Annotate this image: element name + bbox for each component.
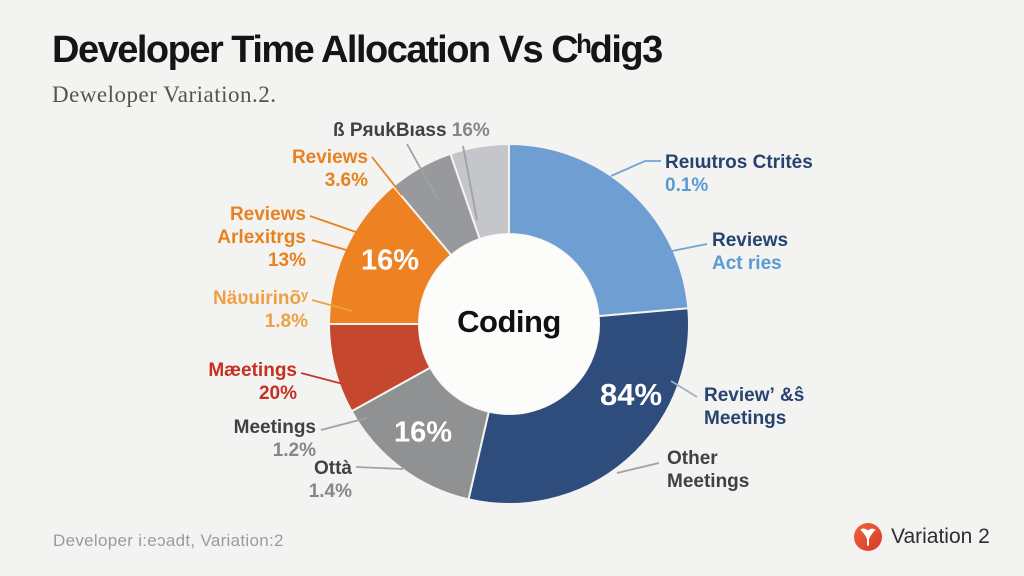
callout-line: 3.6% [208, 169, 368, 192]
leader-line-otta [355, 466, 404, 470]
leader-line-reviews-arlexitrgs [309, 215, 357, 233]
callout-line: Meetings [704, 407, 884, 430]
callout-line: Mæetings [137, 359, 297, 382]
leader-line-reviews-arlexitrgs [311, 239, 361, 255]
callout-text: 1.2% [272, 440, 316, 461]
leader-line-pukblass [462, 145, 478, 221]
callout-text: 20% [258, 383, 297, 404]
callout-line: Meetings [156, 416, 316, 439]
leader-line-pukblass [406, 143, 438, 199]
leader-line-reviews-36 [371, 156, 403, 196]
callout-line: Other [667, 447, 827, 470]
callout-text: 3.6% [324, 170, 368, 191]
callout-text: 13% [267, 250, 306, 271]
callout-text: Ottà [314, 458, 352, 479]
callout-text: Act ries [712, 253, 782, 274]
callout-line: Näʋuirinõʸ [148, 287, 308, 310]
callout-text: Reviewʼ &ŝ [704, 385, 805, 406]
callout-text: Arlexitrgs [217, 227, 306, 248]
slice-value-label: 16% [393, 416, 453, 449]
footer-caption: Developer i:eɔadt, Variation:2 [53, 531, 284, 550]
slice-value-label: 84% [599, 377, 663, 412]
variation-logo-icon [854, 523, 882, 551]
callout-text: 1.8% [264, 311, 308, 332]
callout-line: Reviews [146, 203, 306, 226]
leader-line-review-s-meetings [670, 380, 698, 398]
callout-meetings-12: Meetings 1.2% [156, 416, 316, 462]
callout-line: 1.2% [156, 439, 316, 462]
leader-line-other-meetings [616, 462, 660, 474]
callout-other-meetings: Other Meetings [667, 447, 827, 493]
callout-text: Meetings [704, 408, 787, 429]
callout-text: 16% [451, 120, 490, 141]
callout-pukblass: ß PяukBıass 16% [333, 119, 503, 142]
callout-text: Reviews [229, 204, 306, 225]
leader-line-rentros-strites [610, 160, 661, 177]
page-subtitle: Deweloper Variation.2. [52, 81, 277, 107]
callout-line: 13% [146, 249, 306, 272]
callout-navuirino: Näʋuirinõʸ 1.8% [148, 287, 308, 333]
brand-lockup: Variation 2 [853, 522, 990, 552]
callout-text: Meetings [667, 471, 750, 492]
callout-text: Reviews [712, 230, 789, 251]
chart-header: Developer Time Allocation Vs Cʰdig3 Dewe… [52, 29, 663, 108]
callout-rentros-strites: Reıɯtros Ctritės 0.1% [665, 151, 875, 197]
leader-line-navuirino [311, 299, 353, 312]
page-title: Developer Time Allocation Vs Cʰdig3 [52, 29, 663, 71]
callout-text: Reviews [291, 147, 368, 168]
callout-line: Reviews [712, 229, 872, 252]
callout-line: Reıɯtros Ctritės [665, 151, 875, 174]
donut-hole [419, 234, 599, 414]
callout-text: Mæetings [208, 360, 297, 381]
callout-meetings-20: Mæetings 20% [137, 359, 297, 405]
callout-line: 20% [137, 382, 297, 405]
callout-text: 1.4% [308, 481, 352, 502]
callout-text: Other [667, 448, 718, 469]
callout-line: Meetings [667, 470, 827, 493]
slice-value-label: 16% [360, 244, 420, 277]
callout-line: Arlexitrgs [146, 226, 306, 249]
callout-line: 1.4% [192, 480, 352, 503]
callout-review-s-meetings: Reviewʼ &ŝ Meetings [704, 384, 884, 430]
callout-text: Näʋuirinõʸ [213, 288, 308, 309]
callout-line: Reviews [208, 146, 368, 169]
callout-text: Meetings [233, 417, 316, 438]
callout-line: Reviewʼ &ŝ [704, 384, 884, 407]
leader-line-meetings-20 [300, 372, 344, 385]
callout-line: ß PяukBıass 16% [333, 119, 503, 142]
callout-line: 1.8% [148, 310, 308, 333]
leader-line-reviews-actries [666, 243, 708, 253]
callout-text: ß PяukBıass [333, 120, 452, 141]
callout-reviews-36: Reviews 3.6% [208, 146, 368, 192]
callout-otta: Ottà 1.4% [192, 457, 352, 503]
callout-line: 0.1% [665, 174, 875, 197]
leader-line-meetings-12 [320, 417, 368, 431]
callout-reviews-actries: Reviews Act ries [712, 229, 872, 275]
callout-text: 0.1% [665, 175, 709, 196]
callout-line: Act ries [712, 252, 872, 275]
callout-line: Ottà [192, 457, 352, 480]
donut-center-label: Coding [457, 304, 561, 339]
callout-text: Reıɯtros Ctritės [665, 152, 813, 173]
callout-reviews-arlexitrgs: Reviews Arlexitrgs 13% [146, 203, 306, 272]
brand-text: Variation 2 [891, 525, 990, 548]
